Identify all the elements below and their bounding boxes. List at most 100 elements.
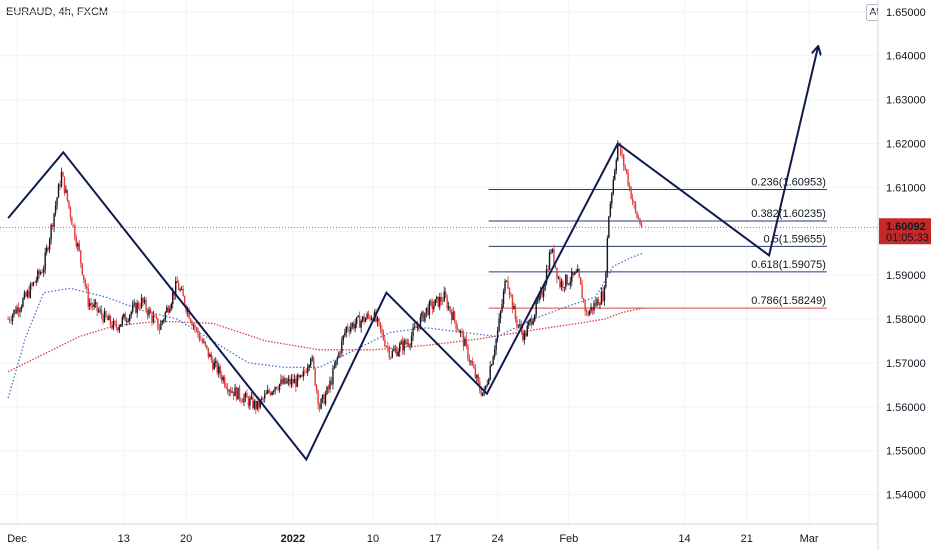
- price-tick-label: 1.61000: [886, 182, 926, 194]
- candle-body: [516, 319, 518, 327]
- candle-body: [456, 328, 459, 331]
- candle-body: [474, 368, 477, 378]
- candle-body: [442, 301, 444, 303]
- candle-body: [307, 367, 309, 373]
- candle-body: [633, 201, 635, 204]
- candle-body: [317, 390, 319, 405]
- candle-body: [562, 281, 564, 288]
- candle-body: [421, 311, 423, 317]
- candle-body: [213, 362, 215, 370]
- candle-body: [240, 398, 242, 402]
- price-tick-label: 1.57000: [886, 358, 926, 370]
- last-price-badge[interactable]: [879, 218, 931, 245]
- time-tick-label: 21: [741, 533, 753, 545]
- price-tick-label: 1.59000: [886, 270, 926, 282]
- zigzag-path[interactable]: [7, 47, 818, 462]
- candle-body: [596, 299, 598, 306]
- candle-body: [197, 328, 199, 335]
- candle-body: [53, 213, 55, 227]
- candle-body: [114, 320, 116, 324]
- candle-body: [593, 303, 595, 311]
- candle-body: [360, 320, 362, 328]
- fibonacci-retracement[interactable]: 0.236(1.60953) 0.382(1.60235) 0.5(1.59655)…: [488, 176, 827, 309]
- candle-body: [189, 318, 192, 322]
- zigzag-projection[interactable]: [7, 47, 818, 462]
- candle-body: [132, 305, 134, 312]
- candle-body: [602, 291, 604, 301]
- candle-body: [507, 280, 509, 289]
- candle-body: [495, 338, 497, 350]
- candle-body: [627, 172, 629, 186]
- price-axis-panel[interactable]: [878, 0, 932, 550]
- price-tick-label: 1.55000: [886, 446, 926, 458]
- candle-body: [569, 281, 571, 285]
- candle-body: [69, 207, 72, 218]
- candle-body: [66, 189, 69, 201]
- candle-body: [584, 300, 586, 312]
- candle-body: [428, 301, 431, 316]
- candle-body: [68, 200, 70, 208]
- candle-body: [526, 325, 528, 337]
- candle-body: [111, 324, 113, 329]
- candle-body: [117, 327, 119, 331]
- candle-body: [74, 225, 76, 239]
- candle-body: [299, 375, 302, 378]
- candle-body: [37, 270, 39, 281]
- candle-body: [44, 252, 46, 270]
- candle-body: [622, 154, 625, 166]
- candle-body: [621, 154, 623, 156]
- candle-body: [123, 313, 125, 318]
- candle-body: [100, 309, 103, 316]
- candle-body: [284, 378, 287, 384]
- candle-body: [121, 317, 124, 325]
- candle-body: [173, 292, 175, 296]
- candle-body: [194, 325, 196, 329]
- candle-body: [7, 319, 9, 320]
- time-tick-label: 20: [180, 533, 192, 545]
- candle-body: [87, 288, 89, 307]
- candle-body: [152, 315, 155, 322]
- candle-body: [258, 400, 260, 408]
- candle-body: [103, 311, 106, 323]
- candle-body: [437, 296, 439, 307]
- candle-body: [286, 381, 288, 384]
- candle-body: [332, 368, 334, 385]
- candle-body: [84, 279, 86, 287]
- candle-body: [378, 318, 380, 323]
- candle-body: [59, 184, 61, 187]
- candle-body: [272, 391, 275, 392]
- candle-body: [10, 320, 12, 322]
- candle-body: [175, 281, 177, 296]
- candle-body: [136, 302, 138, 313]
- candle-body: [528, 321, 530, 326]
- candle-body: [609, 203, 612, 217]
- candle-body: [531, 318, 533, 325]
- candle-body: [485, 385, 487, 390]
- candle-body: [151, 313, 153, 322]
- candle-body: [425, 307, 428, 313]
- last-price-value: 1.60092: [886, 221, 926, 233]
- candle-body: [367, 314, 370, 317]
- candle-body: [502, 291, 505, 305]
- candle-body: [341, 340, 343, 354]
- candle-body: [449, 306, 451, 313]
- candle-body: [493, 349, 496, 357]
- candle-body: [471, 361, 474, 366]
- candle-body: [164, 312, 167, 320]
- candle-body: [90, 302, 92, 305]
- candle-body: [439, 296, 441, 307]
- candle-body: [505, 280, 508, 282]
- fib-level-label: 0.236(1.60953): [751, 176, 826, 188]
- candle-body: [177, 283, 180, 291]
- candle-body: [563, 287, 566, 289]
- candle-body: [517, 325, 520, 327]
- candle-body: [510, 294, 512, 296]
- candle-body: [81, 263, 83, 275]
- candle-body: [265, 393, 267, 395]
- price-tick-label: 1.64000: [886, 51, 926, 63]
- candle-body: [35, 280, 37, 283]
- candle-body: [304, 371, 306, 373]
- candle-body: [232, 391, 235, 397]
